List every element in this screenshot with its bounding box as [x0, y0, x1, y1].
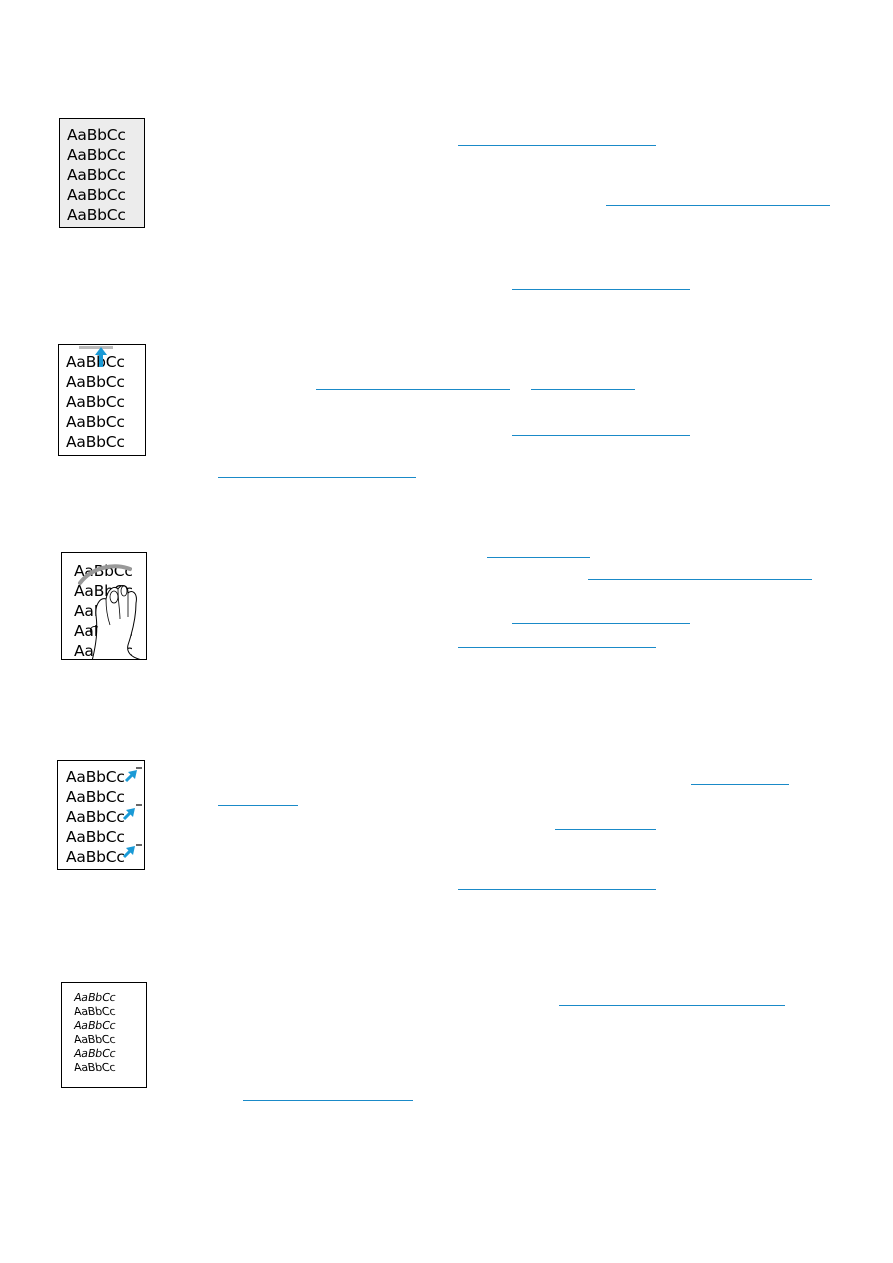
sample-text-line: AaBbCc: [66, 413, 125, 431]
sample-text-line: AaBbCc: [67, 146, 126, 164]
print-sample-repetitive-defects: AaBbCc AaBbCc AaBbCc AaBbCc AaBbCc: [57, 760, 145, 870]
hyperlink[interactable]: [316, 389, 510, 390]
hyperlink[interactable]: [512, 623, 690, 624]
sample-text-line: AaBbCc: [72, 991, 117, 1004]
sample-text-line: AaBbCc: [66, 788, 125, 806]
print-sample-toner-smear: AaBbCc AaBbCc AaBbCc AaBbCc AaBbCc: [58, 344, 146, 456]
hyperlink[interactable]: [555, 829, 656, 830]
print-sample-gray-background: AaBbCc AaBbCc AaBbCc AaBbCc AaBbCc: [59, 118, 145, 228]
hyperlink[interactable]: [559, 1005, 785, 1006]
hyperlink[interactable]: [218, 805, 298, 806]
hyperlink[interactable]: [691, 784, 789, 785]
hyperlink[interactable]: [458, 145, 656, 146]
arrow-diagonal-icon: [122, 767, 142, 859]
sample-text-line: AaBbCc: [66, 828, 125, 846]
hyperlink[interactable]: [487, 557, 590, 558]
sample-text-line: AaBbCc: [73, 1061, 117, 1074]
arrow-up-icon: [79, 346, 113, 367]
print-sample-misformed-characters: AaBbCc AaBbCc AaBbCc AaBbCc AaBbCc AaBbC…: [61, 982, 147, 1088]
sample-text-line: AaBbCc: [67, 186, 126, 204]
sample-text-line: AaBbCc: [67, 206, 126, 224]
hand-icon: [78, 564, 141, 659]
sample-text-line: AaBbCc: [73, 1033, 117, 1046]
sample-text-line: AaBbCc: [66, 433, 125, 451]
sample-text-line: AaBbCc: [66, 768, 125, 786]
hyperlink[interactable]: [606, 205, 830, 206]
hyperlink[interactable]: [243, 1100, 413, 1101]
sample-text-line: AaBbCc: [66, 393, 125, 411]
print-sample-loose-toner: AaBbCc AaBbCc AaBbCc AaBbCc AaBbCc: [61, 552, 147, 660]
sample-text-line: AaBbCc: [66, 353, 125, 371]
hyperlink[interactable]: [458, 647, 656, 648]
hyperlink[interactable]: [218, 477, 416, 478]
hyperlink[interactable]: [512, 435, 690, 436]
sample-text-line: AaBbCc: [72, 1047, 117, 1060]
hyperlink[interactable]: [531, 389, 635, 390]
hyperlink[interactable]: [458, 889, 656, 890]
hyperlink[interactable]: [512, 289, 690, 290]
sample-text-line: AaBbCc: [67, 166, 126, 184]
sample-text-line: AaBbCc: [66, 848, 125, 866]
sample-text-line: AaBbCc: [67, 126, 126, 144]
sample-text-line: AaBbCc: [66, 808, 125, 826]
sample-text-line: AaBbCc: [73, 1005, 117, 1018]
sample-text-line: AaBbCc: [72, 1019, 117, 1032]
hyperlink[interactable]: [588, 579, 812, 580]
sample-text-line: AaBbCc: [66, 373, 125, 391]
